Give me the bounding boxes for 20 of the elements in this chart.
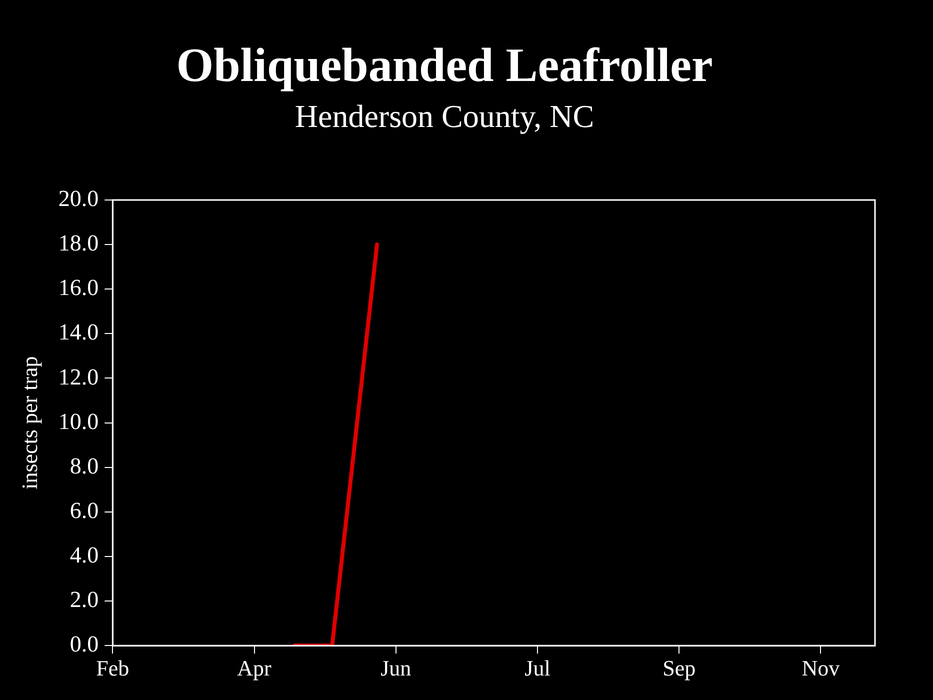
x-tick-label: Feb	[96, 656, 130, 681]
y-tick-label: 12.0	[58, 364, 99, 390]
y-tick-label: 18.0	[58, 230, 99, 256]
chart-subtitle: Henderson County, NC	[294, 98, 594, 134]
y-tick-label: 0.0	[70, 632, 99, 657]
chart-title: Obliquebanded Leafroller	[176, 39, 713, 92]
y-axis-title: insects per trap	[16, 356, 42, 490]
y-tick-label: 2.0	[70, 587, 99, 612]
y-tick-label: 20.0	[58, 186, 99, 212]
x-tick-label: Jul	[524, 656, 550, 681]
y-tick-label: 4.0	[70, 542, 99, 568]
x-tick-label: Jun	[380, 656, 412, 681]
y-tick-label: 14.0	[58, 320, 99, 345]
y-tick-label: 6.0	[70, 498, 99, 523]
x-tick-label: Sep	[662, 656, 696, 681]
y-tick-label: 8.0	[70, 453, 99, 478]
y-tick-label: 10.0	[58, 408, 99, 434]
x-tick-label: Apr	[237, 656, 272, 681]
x-tick-label: Nov	[802, 656, 840, 681]
y-tick-label: 16.0	[58, 275, 99, 300]
